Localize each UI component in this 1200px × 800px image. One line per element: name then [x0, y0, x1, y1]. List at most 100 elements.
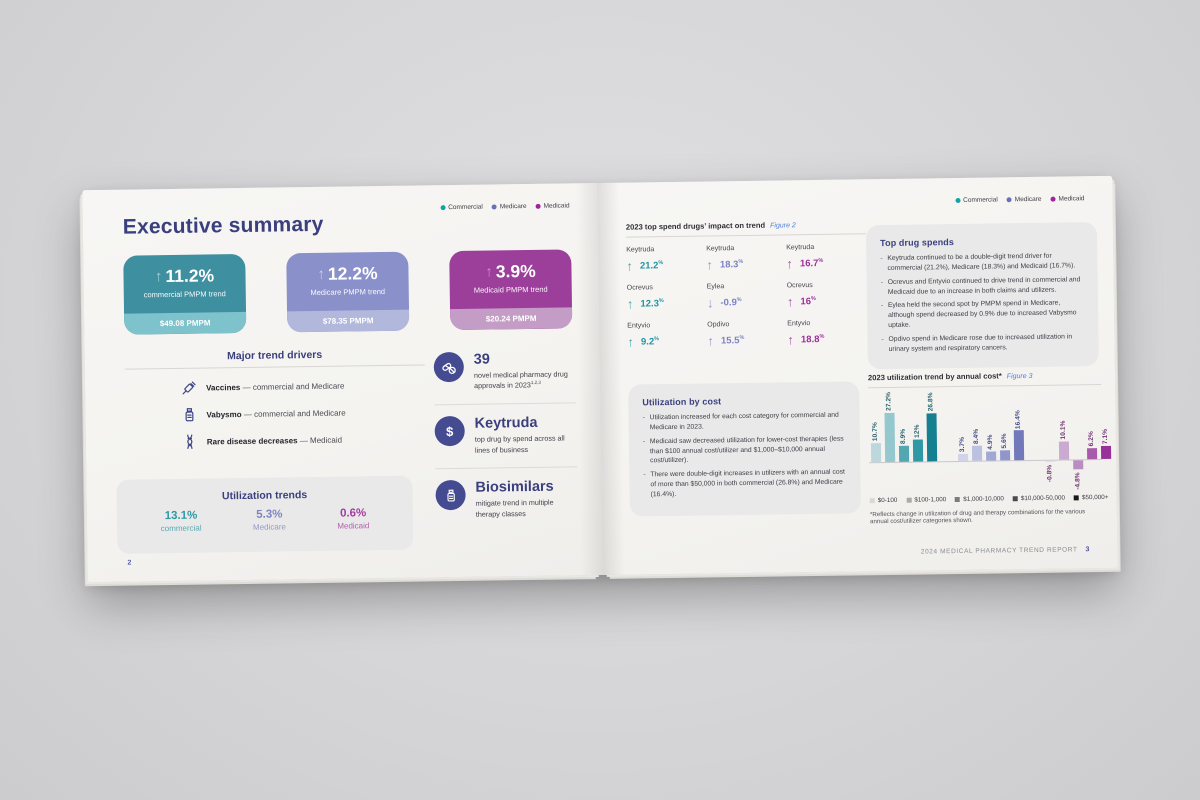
bar-commercial-1 — [884, 412, 896, 463]
drug-trend: ↑ 21.2% — [626, 258, 706, 274]
stat-label: commercial PMPM trend — [143, 289, 226, 300]
bar-value-label: 3.7% — [958, 437, 967, 453]
drug-trend-entry: Opdivo ↑ 15.5% — [707, 320, 787, 348]
stat-card-main: ↑ 3.9% Medicaid PMPM trend — [449, 249, 572, 309]
drug-trend-entry: Ocrevus ↑ 12.3% — [626, 284, 707, 312]
drug-name: Opdivo — [707, 321, 730, 329]
drug-trend-value: 16.7% — [799, 257, 824, 270]
arrow-up-icon: ↑ — [627, 334, 635, 350]
bar-value-label: 27.2% — [885, 392, 893, 412]
legend-item: Commercial — [440, 204, 483, 212]
highlight-text: Biosimilars mitigate trend in multiple t… — [475, 478, 578, 519]
figure2-label: Figure 2 — [770, 222, 796, 230]
bar-value-label: 6.2% — [1087, 430, 1095, 447]
figure2-column-commercial: Keytruda ↑ 21.2% Ocrevus ↑ 12.3% Entyvio ↑ 9.2% — [626, 246, 708, 361]
pills-icon — [433, 351, 465, 383]
footer-text: 2024 MEDICAL PHARMACY TREND REPORT — [920, 546, 1078, 556]
bar-medicare-2 — [986, 451, 997, 461]
drug-trend-value: 15.5% — [720, 334, 745, 347]
drug-name: Ocrevus — [626, 284, 653, 292]
bar-value-label: 8.4% — [972, 428, 980, 444]
stat-label: Medicare — [252, 522, 286, 532]
highlight-desc: novel medical pharmacy drug approvals in… — [473, 369, 568, 391]
legend-label: Medicare — [1014, 195, 1042, 204]
bar-medicare-4 — [1013, 430, 1025, 461]
arrow-up-icon: ↑ — [154, 268, 163, 286]
dna-icon — [187, 434, 193, 450]
figure2-column-medicaid: Keytruda ↑ 16.7% Ocrevus ↑ 16% Entyvio ↑ 18.8% — [786, 243, 868, 358]
utilization-trends-box: Utilization trends 13.1% commercial 5.3%… — [116, 475, 414, 554]
highlight-text: 39 novel medical pharmacy drug approvals… — [474, 350, 577, 392]
divider — [868, 384, 1102, 389]
stat-card-main: ↑ 12.2% Medicare PMPM trend — [286, 252, 409, 312]
chart-legend-item: $10,000-50,000 — [1012, 494, 1065, 503]
figure2-column-medicare: Keytruda ↑ 18.3% Eylea ↓ -0.9% Opdivo ↑ 15.5% — [706, 244, 788, 359]
arrow-up-icon: ↑ — [626, 258, 634, 274]
lob-legend: Commercial Medicare Medicaid — [955, 195, 1085, 204]
drug-trend-entry: Keytruda ↑ 21.2% — [626, 246, 706, 274]
figure3-footnote: *Reflects change in utilization of drug … — [869, 508, 1086, 526]
legend-square-icon — [1012, 496, 1018, 502]
drug-trend: ↑ 16.7% — [786, 255, 866, 271]
legend-item: Commercial — [955, 196, 998, 204]
arrow-up-icon: ↑ — [317, 265, 326, 283]
legend-item: Medicaid — [1050, 195, 1085, 203]
drug-trend-entry: Entyvio ↑ 18.8% — [787, 319, 867, 347]
drug-trend-value: 12.3% — [640, 298, 664, 310]
highlight-text: Keytruda top drug by spend across all li… — [475, 415, 578, 456]
arrow-up-icon: ↑ — [707, 333, 715, 349]
bar-value-label: -0.8% — [1046, 465, 1054, 483]
report-spread: Commercial Medicare Medicaid Executive sum… — [82, 175, 1118, 583]
arrow-up-icon: ↑ — [786, 256, 794, 272]
legend-label: Medicare — [499, 203, 527, 211]
drug-trend: ↑ 12.3% — [627, 296, 707, 312]
figure3-section: 2023 utilization trend by annual cost* F… — [868, 370, 1112, 526]
drug-trend: ↑ 15.5% — [707, 332, 787, 348]
bullet-item: Medicaid saw decreased utilization for l… — [643, 434, 846, 466]
bar-commercial-4 — [926, 413, 938, 462]
top-drug-spends-bullets: Keytruda continued to be a double-digit … — [880, 251, 1084, 354]
legend-dot-icon — [491, 204, 497, 210]
divider — [124, 364, 425, 370]
bullet-item: Ocrevus and Entyvio continued to drive t… — [881, 275, 1084, 298]
vial-icon — [185, 408, 194, 422]
bar-medicaid-4 — [1100, 446, 1112, 459]
figure3-title: 2023 utilization trend by annual cost* — [867, 371, 1002, 383]
legend-square-icon — [906, 497, 912, 503]
drug-trend: ↑ 18.8% — [787, 331, 867, 347]
highlight-desc: top drug by spend across all lines of bu… — [474, 433, 565, 455]
trend-driver-label: Vabysmo — commercial and Medicare — [206, 408, 346, 419]
legend-label: $10,000-50,000 — [1020, 494, 1065, 503]
utilization-by-cost-box: Utilization by cost Utilization increase… — [628, 381, 861, 517]
drug-name: Keytruda — [706, 245, 735, 253]
bar-value-label: 10.7% — [871, 421, 879, 441]
stat-label: commercial — [160, 523, 202, 534]
highlight-title: Keytruda — [474, 415, 538, 433]
divider — [626, 233, 867, 238]
drug-trend: ↑ 18.3% — [706, 256, 786, 272]
pmpm-band: $20.24 PMPM — [450, 307, 573, 331]
drug-trend: ↑ 16% — [787, 293, 867, 309]
figure3-header: 2023 utilization trend by annual cost* F… — [868, 370, 1101, 382]
figure2-section: 2023 top spend drugs’ impact on trend Fi… — [626, 219, 868, 360]
bar-medicaid-3 — [1087, 447, 1098, 460]
arrow-up-icon: ↑ — [485, 263, 493, 281]
drug-trend-entry: Entyvio ↑ 9.2% — [627, 321, 707, 349]
bar-value-label: 5.6% — [1000, 433, 1009, 449]
drug-name: Entyvio — [787, 320, 811, 328]
stat-value: 0.6% — [339, 507, 367, 520]
footnote-marker: 1,2,3 — [530, 380, 541, 386]
page-title: Executive summary — [122, 212, 324, 239]
legend-item: Medicare — [491, 203, 527, 211]
drug-name: Ocrevus — [786, 282, 813, 290]
highlight-title: 39 — [473, 351, 490, 368]
arrow-up-icon: ↑ — [786, 294, 794, 310]
legend-dot-icon — [1050, 196, 1056, 202]
bar-commercial-0 — [870, 442, 882, 463]
legend-label: Commercial — [448, 203, 483, 212]
bar-medicare-1 — [971, 445, 983, 461]
highlight-title: Biosimilars — [475, 478, 554, 496]
chart-legend-item: $50,000+ — [1073, 494, 1108, 501]
stat-card-medicare: ↑ 12.2% Medicare PMPM trend $78.35 PMPM — [286, 251, 410, 333]
